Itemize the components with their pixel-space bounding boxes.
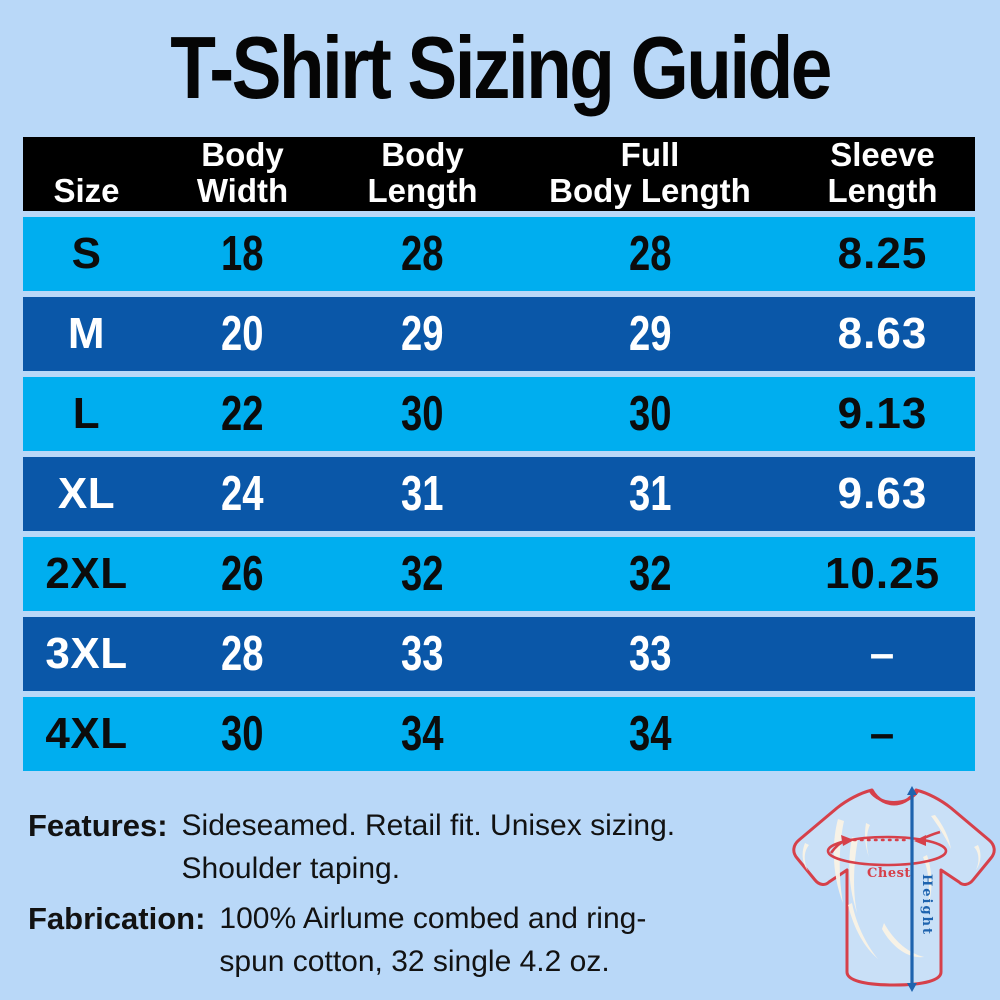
table-row-l: L 22 30 30 9.13 [23, 377, 975, 451]
height-arrow-icon [907, 786, 917, 992]
height-label: Height [919, 874, 934, 936]
body-length-value: 32 [401, 547, 444, 601]
body-width-value: 24 [221, 467, 264, 521]
body-width-cell: 28 [150, 617, 335, 691]
table-row-2xl: 2XL 26 32 32 10.25 [23, 537, 975, 611]
body-length-value: 33 [401, 627, 444, 681]
body-width-value: 26 [221, 547, 264, 601]
chest-label: Chest [867, 866, 911, 881]
body-width-cell: 26 [150, 537, 335, 611]
full-body-length-cell: 33 [510, 617, 790, 691]
column-header-body-width: Body Width [196, 136, 289, 209]
table-row-xl: XL 24 31 31 9.63 [23, 457, 975, 531]
sleeve-length-value: 10.25 [824, 549, 941, 598]
body-width-cell: 24 [150, 457, 335, 531]
chest-measure-ellipse [826, 835, 948, 867]
full-body-length-value: 30 [628, 387, 672, 441]
column-header-size: Size [53, 172, 120, 209]
full-body-length-value: 33 [628, 627, 672, 681]
column-header-sleeve-length: Sleeve Length [827, 136, 938, 209]
body-width-value: 18 [221, 227, 264, 281]
body-width-value: 22 [221, 387, 264, 441]
page-title: T-Shirt Sizing Guide [0, 16, 1000, 126]
table-row-3xl: 3XL 28 33 33 – [23, 617, 975, 691]
body-width-cell: 20 [150, 297, 335, 371]
size-label: 4XL [45, 709, 128, 758]
full-body-length-cell: 30 [510, 377, 790, 451]
size-label: XL [57, 469, 116, 518]
size-label: M [67, 309, 106, 358]
size-label: L [72, 389, 101, 438]
chest-measure-arrows [826, 830, 948, 867]
table-header-row: Size Body Width Body Length Full Body Le… [23, 137, 975, 211]
table-row-s: S 18 28 28 8.25 [23, 217, 975, 291]
tshirt-icon [792, 788, 996, 987]
body-length-cell: 31 [335, 457, 510, 531]
fabric-highlight-streaks [802, 815, 981, 959]
page-title-text: T-Shirt Sizing Guide [170, 18, 832, 117]
full-body-length-value: 31 [628, 467, 672, 521]
body-width-value: 20 [221, 307, 264, 361]
body-length-cell: 33 [335, 617, 510, 691]
features-text: Sideseamed. Retail fit. Unisex sizing. S… [181, 809, 676, 885]
body-width-value: 30 [221, 707, 264, 761]
full-body-length-cell: 29 [510, 297, 790, 371]
full-body-length-value: 29 [628, 307, 672, 361]
size-label: 3XL [45, 629, 128, 678]
full-body-length-value: 28 [628, 227, 672, 281]
table-row-m: M 20 29 29 8.63 [23, 297, 975, 371]
full-body-length-cell: 28 [510, 217, 790, 291]
body-length-cell: 30 [335, 377, 510, 451]
table-row-4xl: 4XL 30 34 34 – [23, 697, 975, 771]
body-length-cell: 34 [335, 697, 510, 771]
full-body-length-cell: 32 [510, 537, 790, 611]
tshirt-size-diagram: Chest Height [792, 786, 996, 992]
body-width-cell: 18 [150, 217, 335, 291]
body-length-value: 28 [401, 227, 444, 281]
body-width-cell: 22 [150, 377, 335, 451]
body-width-cell: 30 [150, 697, 335, 771]
column-header-body-length: Body Length [367, 136, 478, 209]
sleeve-length-value: 8.25 [837, 229, 928, 278]
full-body-length-cell: 31 [510, 457, 790, 531]
fabrication-label: Fabrication: [28, 901, 206, 936]
sleeve-length-value: 8.63 [837, 309, 928, 358]
sleeve-length-value: – [869, 709, 896, 758]
features-label: Features: [28, 808, 168, 843]
sizing-table: Size Body Width Body Length Full Body Le… [23, 137, 975, 771]
column-header-full-body-length: Full Body Length [549, 136, 751, 209]
body-length-cell: 32 [335, 537, 510, 611]
full-body-length-value: 32 [628, 547, 672, 601]
size-label: S [71, 229, 102, 278]
full-body-length-cell: 34 [510, 697, 790, 771]
body-length-cell: 29 [335, 297, 510, 371]
body-width-value: 28 [221, 627, 264, 681]
sleeve-length-value: 9.63 [837, 469, 928, 518]
body-length-value: 34 [401, 707, 444, 761]
sleeve-length-value: – [869, 629, 896, 678]
sleeve-length-value: 9.13 [837, 389, 928, 438]
fabrication-note: Fabrication: 100% Airlume combed and rin… [28, 897, 646, 983]
full-body-length-value: 34 [628, 707, 672, 761]
body-length-value: 29 [401, 307, 444, 361]
body-length-value: 31 [401, 467, 444, 521]
size-label: 2XL [45, 549, 128, 598]
body-length-value: 30 [401, 387, 444, 441]
features-note: Features: Sideseamed. Retail fit. Unisex… [28, 804, 675, 890]
fabrication-text: 100% Airlume combed and ring- spun cotto… [219, 902, 647, 978]
body-length-cell: 28 [335, 217, 510, 291]
